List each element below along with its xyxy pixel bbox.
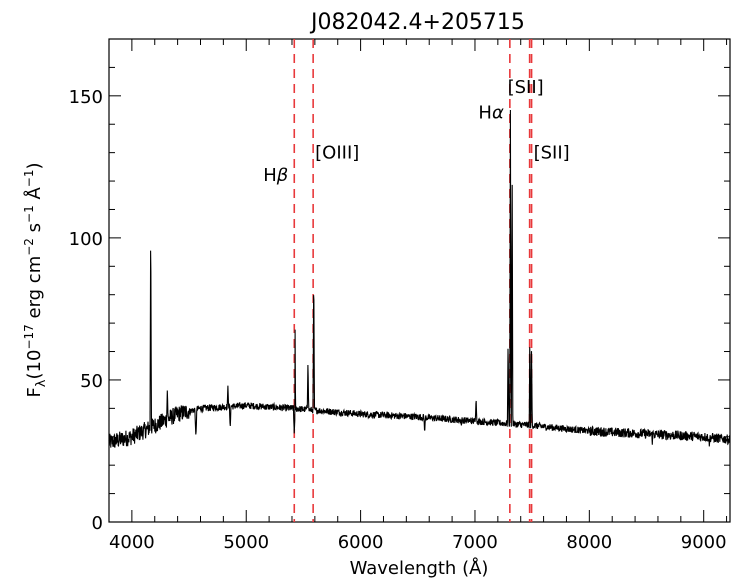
annotation-sii-b: [SII] [534, 142, 570, 163]
x-tick-label: 8000 [566, 532, 612, 553]
annotation-oiii: [OIII] [315, 142, 359, 163]
chart-title: J082042.4+205715 [309, 10, 525, 35]
annotation-hbeta: Hβ [263, 165, 288, 186]
y-tick-label: 50 [80, 371, 103, 392]
plot-area: Hβ[OIII]Hα[SII][SII] 4000 5000 6000 7000 800… [69, 38, 731, 553]
x-tick-label: 4000 [109, 532, 155, 553]
y-tick-label: 100 [69, 229, 103, 250]
line-annotations: Hβ[OIII]Hα[SII][SII] [263, 77, 569, 186]
annotation-sii-a: [SII] [508, 77, 544, 98]
y-tick-label: 0 [92, 513, 103, 534]
x-axis-ticks: 4000 5000 6000 7000 8000 9000 [109, 39, 728, 553]
spectrum-line [108, 109, 731, 448]
x-tick-label: 7000 [452, 532, 498, 553]
x-tick-label: 6000 [338, 532, 384, 553]
y-axis-label: Fλ(10−17 erg cm−2 s−1 Å−1) [22, 162, 49, 397]
annotation-halpha: Hα [478, 103, 504, 124]
x-axis-label: Wavelength (Å) [350, 557, 489, 579]
y-tick-label: 150 [69, 87, 103, 108]
y-axis-ticks: 0 50 100 150 [69, 66, 730, 534]
spectrum-series [108, 109, 731, 448]
x-tick-label: 9000 [681, 532, 727, 553]
plot-frame [108, 38, 731, 523]
x-tick-label: 5000 [223, 532, 269, 553]
